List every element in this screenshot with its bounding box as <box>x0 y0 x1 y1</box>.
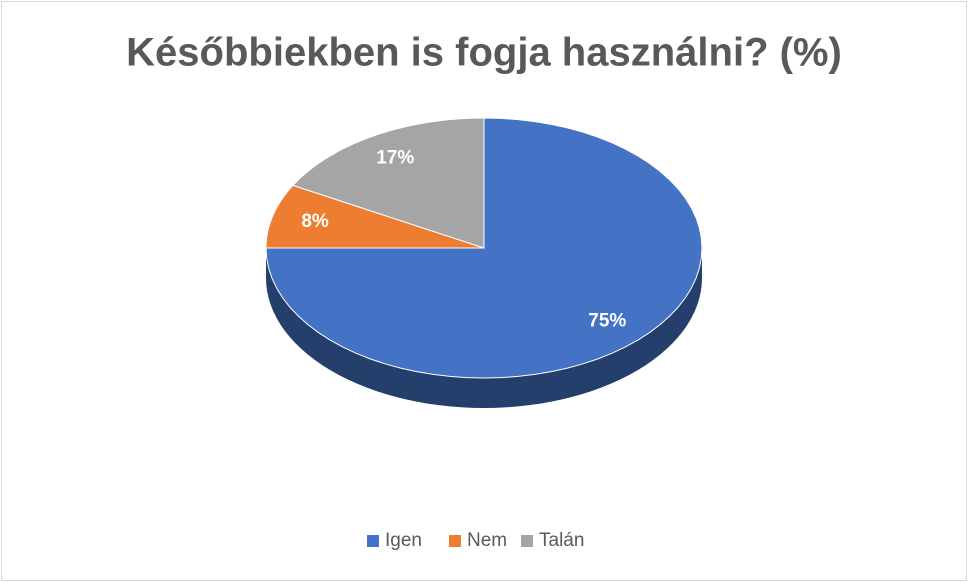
slice-side <box>266 248 702 408</box>
legend-label: Nem <box>467 530 507 551</box>
legend-swatch <box>367 535 379 547</box>
legend-label: Talán <box>539 530 584 551</box>
slice <box>265 184 485 249</box>
legend-swatch <box>521 535 533 547</box>
legend-swatch <box>449 535 461 547</box>
legend-label: Igen <box>385 530 422 551</box>
data-label: 75% <box>588 311 626 332</box>
chart-title: Későbbiekben is fogja használni? (%) <box>126 31 842 75</box>
data-label: 8% <box>301 211 329 232</box>
data-label: 17% <box>376 147 414 168</box>
slice <box>292 117 485 249</box>
